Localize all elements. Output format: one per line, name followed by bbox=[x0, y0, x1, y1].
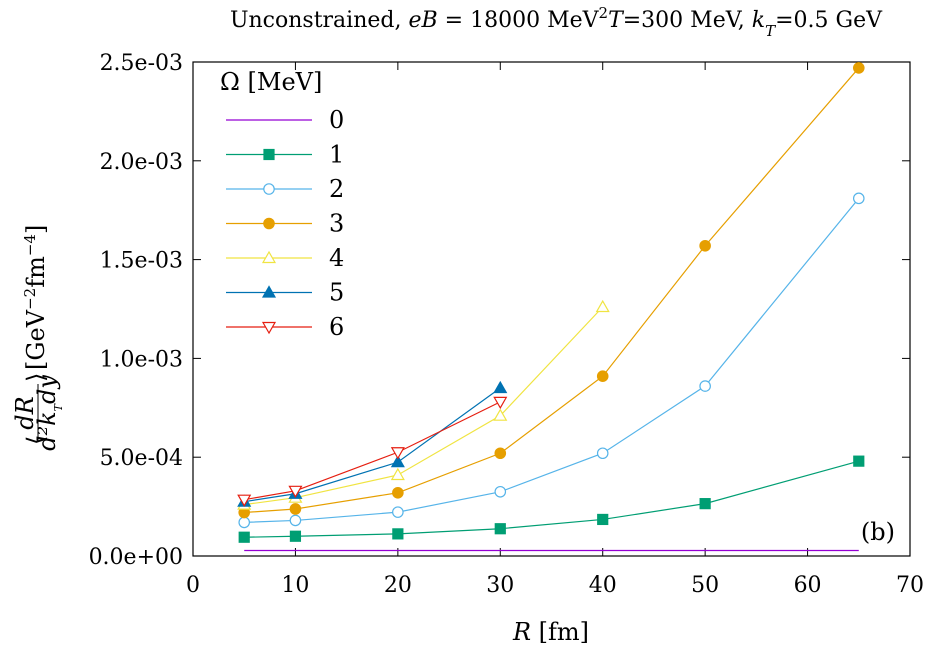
data-point bbox=[390, 447, 405, 460]
y-axis-label: ⟨ dR d²kTdy ⟩ [GeV−2fm−4] bbox=[11, 225, 65, 451]
legend-entry-6: 6 bbox=[226, 313, 344, 341]
legend-marker bbox=[261, 321, 277, 335]
data-point bbox=[699, 380, 711, 392]
legend-marker bbox=[261, 250, 277, 264]
x-tick-label: 60 bbox=[794, 573, 822, 598]
legend-label: 3 bbox=[329, 210, 344, 238]
legend-entry-1: 1 bbox=[226, 141, 344, 169]
data-point bbox=[289, 514, 302, 527]
legend-entry-0: 0 bbox=[226, 106, 344, 134]
data-point bbox=[595, 299, 610, 313]
data-point bbox=[852, 62, 865, 74]
x-tick-label: 0 bbox=[186, 573, 200, 598]
legend-label: 1 bbox=[329, 141, 344, 169]
legend: Ω [MeV]0 1 2 3 4 5 6 bbox=[220, 68, 344, 341]
data-point bbox=[699, 498, 711, 510]
legend-entry-4: 4 bbox=[226, 244, 344, 272]
y-tick-label: 0.0e+00 bbox=[89, 545, 183, 570]
legend-label: 2 bbox=[329, 175, 344, 203]
data-point bbox=[237, 494, 252, 507]
legend-label: 0 bbox=[329, 106, 344, 134]
x-tick-label: 30 bbox=[486, 573, 514, 598]
data-point bbox=[390, 454, 405, 468]
data-point bbox=[493, 396, 508, 410]
y-axis-label-open: ⟨ bbox=[22, 436, 50, 445]
legend-label: 6 bbox=[329, 313, 344, 341]
data-point bbox=[493, 380, 508, 394]
data-point bbox=[392, 528, 404, 540]
x-axis-ticks: 0 10 20 30 40 50 60 70 bbox=[186, 62, 924, 598]
legend-marker bbox=[263, 217, 275, 230]
data-point bbox=[289, 530, 302, 542]
series-5 bbox=[237, 380, 508, 507]
data-point bbox=[596, 370, 609, 382]
legend-label: 4 bbox=[329, 244, 344, 272]
legend-marker bbox=[263, 183, 275, 195]
series-4 bbox=[237, 299, 610, 510]
data-point bbox=[596, 447, 609, 460]
legend-entry-5: 5 bbox=[226, 279, 344, 307]
data-point bbox=[392, 506, 404, 518]
chart-title: Unconstrained, eB = 18000 MeV2T=300 MeV,… bbox=[230, 4, 883, 40]
legend-entry-3: 3 bbox=[226, 210, 344, 238]
data-point bbox=[494, 485, 507, 498]
y-tick-label: 1.0e-03 bbox=[100, 347, 183, 372]
y-axis-label-unit: [GeV−2fm−4] bbox=[21, 225, 50, 370]
data-point bbox=[494, 523, 506, 535]
series-layer bbox=[237, 62, 865, 552]
data-point bbox=[289, 503, 302, 515]
series-3 bbox=[238, 62, 865, 519]
x-tick-label: 40 bbox=[589, 573, 617, 598]
series-2 bbox=[238, 192, 865, 529]
y-tick-label: 2.5e-03 bbox=[100, 51, 183, 76]
x-tick-label: 70 bbox=[896, 573, 924, 598]
data-point bbox=[238, 531, 250, 543]
plot-frame bbox=[192, 61, 911, 557]
x-tick-label: 50 bbox=[691, 573, 719, 598]
legend-label: 5 bbox=[329, 279, 344, 307]
data-point bbox=[493, 408, 508, 421]
data-point bbox=[288, 485, 303, 499]
y-tick-label: 5.0e-04 bbox=[100, 446, 183, 471]
series-1 bbox=[238, 455, 865, 543]
y-tick-label: 2.0e-03 bbox=[100, 150, 183, 175]
data-point bbox=[390, 467, 405, 481]
y-axis-ticks: 0.0e+00 5.0e-04 1.0e-03 1.5e-03 2.0e-03 2.5e-… bbox=[89, 51, 910, 570]
y-axis-label-numerator: dR bbox=[11, 396, 39, 429]
legend-entry-2: 2 bbox=[226, 175, 344, 203]
data-point bbox=[699, 239, 711, 252]
data-point bbox=[852, 192, 865, 205]
legend-marker bbox=[261, 285, 277, 298]
x-tick-label: 10 bbox=[281, 573, 309, 598]
panel-label: (b) bbox=[861, 518, 895, 546]
y-axis-label-close: ⟩ bbox=[22, 373, 50, 382]
y-tick-label: 1.5e-03 bbox=[100, 249, 183, 274]
series-line-6 bbox=[244, 401, 501, 501]
data-point bbox=[392, 486, 404, 499]
data-point bbox=[853, 455, 865, 467]
series-6 bbox=[237, 396, 508, 507]
legend-marker bbox=[263, 148, 275, 161]
series-line-5 bbox=[244, 387, 501, 503]
y-axis-label-denominator: d²kTdy bbox=[33, 375, 65, 451]
x-tick-label: 20 bbox=[384, 573, 412, 598]
data-point bbox=[494, 447, 507, 460]
legend-title: Ω [MeV] bbox=[220, 68, 322, 96]
data-point bbox=[597, 513, 609, 526]
x-axis-label: R [fm] bbox=[512, 618, 589, 646]
series-line-4 bbox=[244, 306, 604, 506]
data-point bbox=[238, 516, 251, 529]
